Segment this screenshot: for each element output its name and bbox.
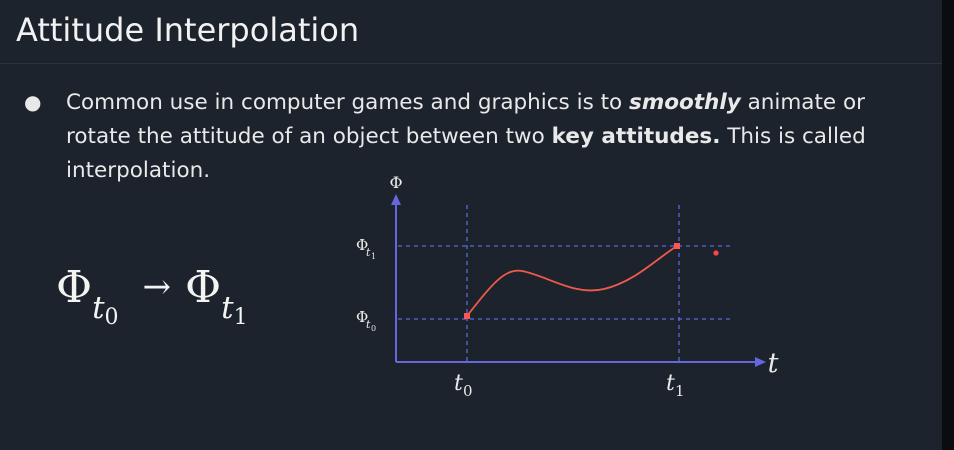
x-axis-arrowhead	[755, 357, 766, 367]
x-axis-label: t	[768, 348, 779, 379]
formula-sub-start-index: 0	[104, 305, 119, 330]
x-tick-end-index: 1	[675, 382, 685, 400]
slide-title: Attitude Interpolation	[16, 11, 360, 49]
formula-sub-end-t: t	[221, 290, 234, 326]
formula-sub-end: t1	[221, 290, 247, 330]
interpolation-curve	[466, 245, 678, 317]
y-axis-label: Φ	[389, 173, 402, 192]
formula-sub-end-index: 1	[233, 305, 248, 330]
window-edge	[942, 0, 954, 450]
stray-point	[713, 250, 719, 256]
bullet-text-part3: This is called interpolation.	[66, 124, 866, 183]
x-tick-end-t: t	[666, 371, 675, 396]
formula-phi-end: Φ	[185, 262, 222, 313]
x-tick-t1: t 1	[666, 371, 685, 400]
bullet-text-part2: animate or rotate the attitude of an obj…	[66, 90, 865, 149]
interpolation-formula: Φt0→ Φt1	[56, 262, 248, 330]
x-tick-start-t: t	[454, 371, 463, 396]
start-attitude-point	[464, 313, 470, 319]
bullet-marker: ●	[24, 90, 42, 114]
end-attitude-point	[674, 243, 680, 249]
y-tick-high-t: t	[366, 246, 371, 259]
x-tick-start-index: 0	[463, 382, 473, 400]
bullet-text-emphasis: smoothly	[629, 90, 741, 115]
formula-arrow: →	[142, 267, 172, 307]
x-tick-t0: t 0	[454, 371, 473, 400]
y-tick-high-phi: Φ	[356, 236, 368, 254]
y-tick-low-index: 0	[371, 324, 376, 333]
y-tick-low-phi: Φ	[356, 308, 368, 326]
formula-sub-start: t0	[92, 290, 118, 330]
y-tick-phi-t1: Φ t 1	[356, 236, 376, 261]
bullet-text-strong: key attitudes.	[551, 124, 721, 149]
y-tick-phi-t0: Φ t 0	[356, 308, 376, 333]
y-tick-low-t: t	[366, 318, 371, 331]
formula-sub-start-t: t	[92, 290, 105, 326]
y-tick-high-index: 1	[371, 252, 376, 261]
y-axis-arrowhead	[391, 194, 401, 205]
formula-phi-start: Φ	[56, 262, 93, 313]
bullet-text: Common use in computer games and graphic…	[66, 86, 896, 188]
title-divider	[0, 63, 942, 64]
bullet-text-part1: Common use in computer games and graphic…	[66, 90, 630, 115]
